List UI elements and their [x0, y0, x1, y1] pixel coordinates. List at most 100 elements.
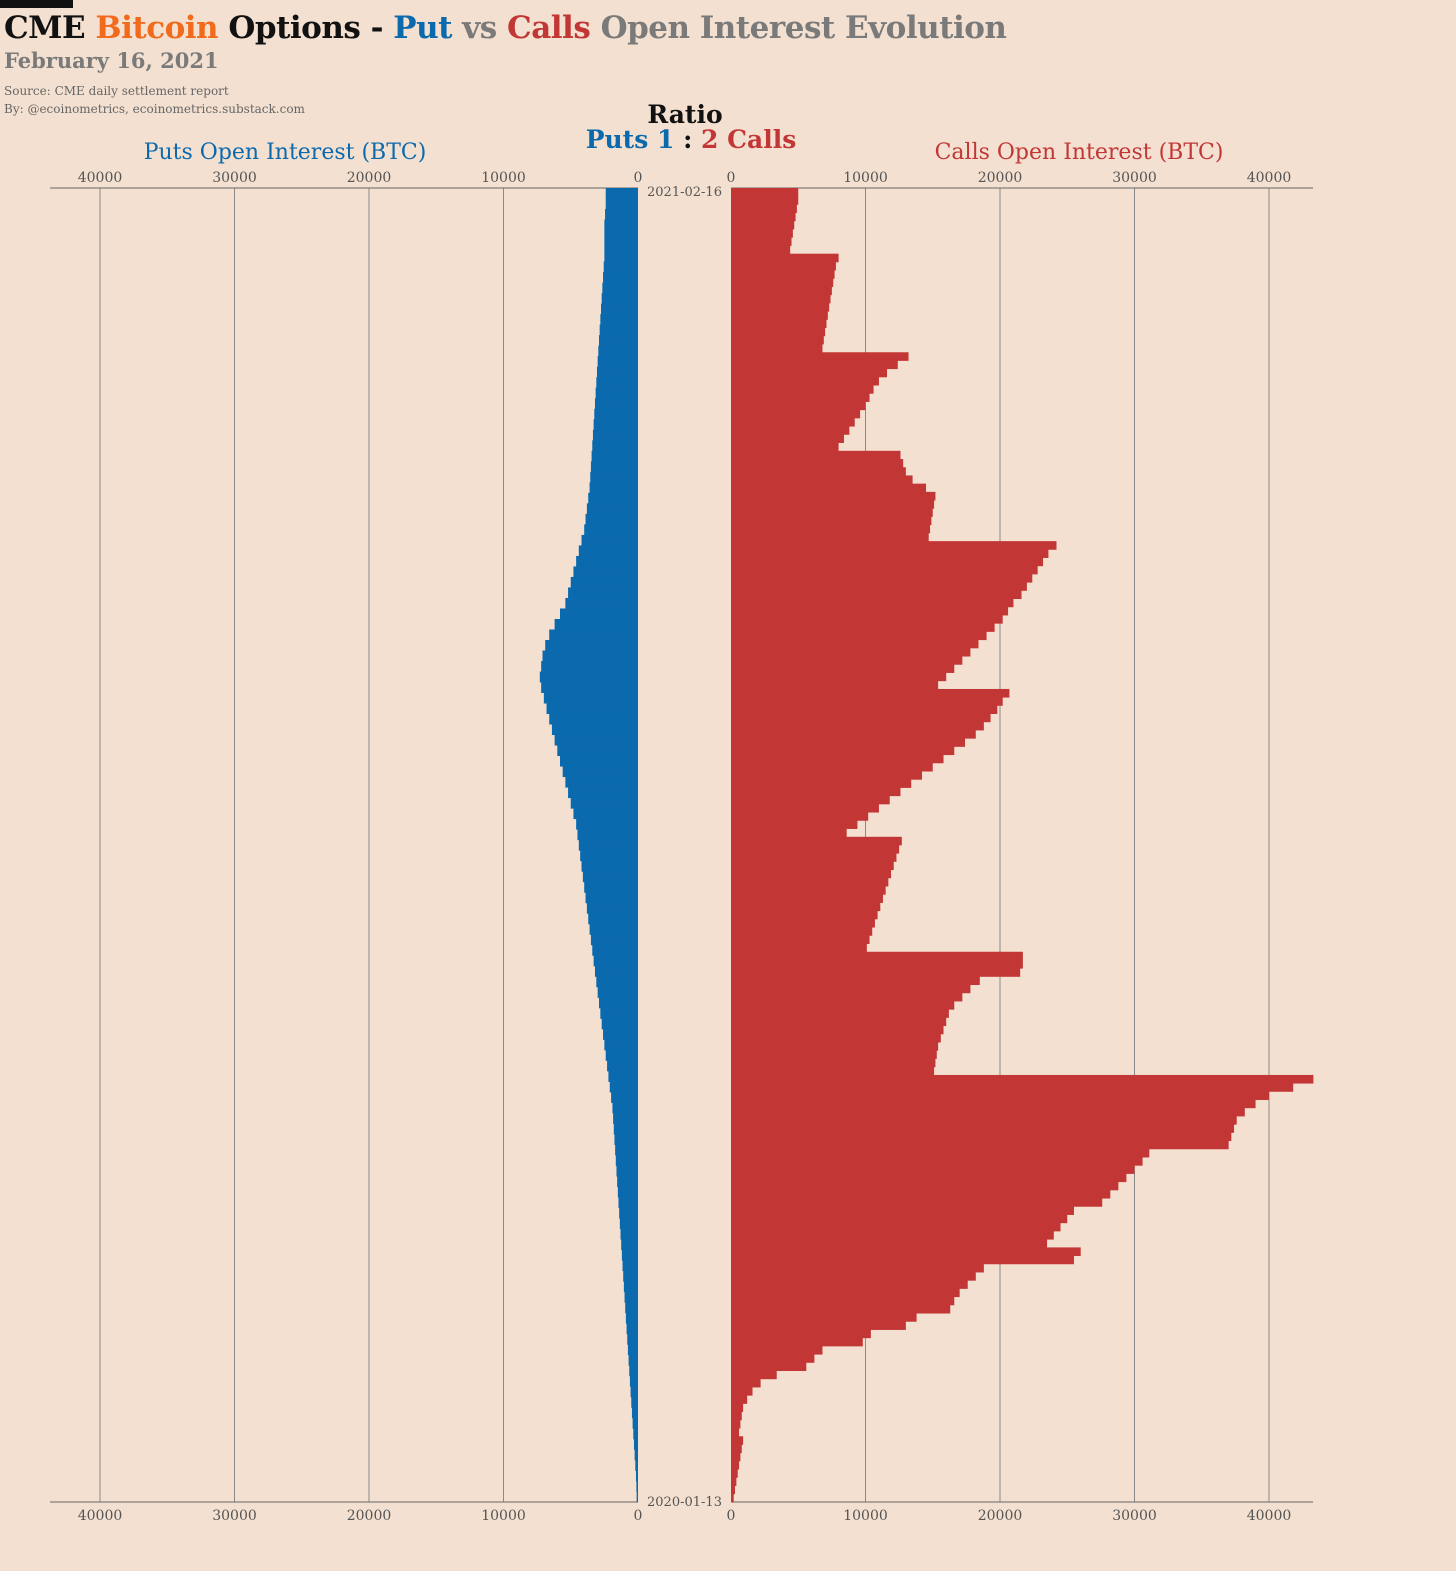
tick-label-calls-bottom: 30000 [1112, 1508, 1157, 1524]
puts-bar [622, 1260, 638, 1272]
calls-bar [731, 524, 931, 534]
calls-bar [731, 803, 879, 813]
puts-bar [584, 524, 638, 536]
puts-bar [577, 829, 638, 841]
puts-bar [549, 713, 638, 725]
puts-bar [593, 419, 638, 431]
tick-label-puts-bottom: 10000 [481, 1508, 526, 1524]
puts-axis-title: Puts Open Interest (BTC) [143, 140, 427, 165]
calls-bar [731, 721, 984, 731]
title-part-cme: CME [4, 10, 96, 46]
puts-bar [605, 188, 638, 199]
puts-bar [621, 1239, 638, 1251]
puts-bar [578, 545, 638, 557]
tick-label-puts-bottom: 40000 [78, 1508, 123, 1524]
puts-bar [625, 1302, 638, 1314]
calls-bar [731, 491, 936, 501]
puts-bar [592, 944, 638, 956]
calls-bar [731, 1345, 823, 1355]
calls-bar [731, 902, 881, 912]
puts-bar [589, 923, 638, 935]
puts-bar [596, 976, 638, 988]
puts-bar [542, 650, 638, 662]
puts-bar [617, 1186, 638, 1198]
puts-bar [609, 1081, 638, 1093]
puts-bar [541, 661, 638, 672]
calls-bar [731, 984, 971, 994]
calls-bar [731, 1313, 917, 1322]
puts-bar [578, 839, 638, 851]
calls-bar [731, 1222, 1061, 1232]
puts-bar [580, 850, 638, 862]
calls-bar [731, 467, 906, 476]
puts-bar [623, 1281, 638, 1293]
calls-bar [731, 557, 1044, 567]
calls-bar [731, 1198, 1103, 1207]
calls-bar [731, 1050, 937, 1059]
calls-bar [731, 762, 933, 772]
calls-bar [731, 459, 904, 468]
calls-bar [731, 352, 909, 361]
date-label-last: 2020-01-13 [647, 1495, 722, 1510]
calls-bar [731, 1403, 744, 1413]
calls-bar [731, 549, 1049, 558]
calls-bar [731, 820, 858, 829]
calls-bar [731, 1477, 737, 1486]
calls-bar [731, 1387, 753, 1396]
puts-bar [615, 1144, 638, 1156]
calls-bar [731, 1230, 1054, 1240]
tick-label-puts-top: 40000 [78, 170, 123, 186]
calls-bar [731, 417, 855, 427]
ratio-puts: Puts 1 [585, 125, 675, 154]
puts-bar [581, 534, 638, 546]
calls-bar [731, 672, 947, 682]
puts-bar [594, 965, 638, 977]
puts-bar [601, 303, 638, 315]
calls-bar [731, 943, 867, 953]
calls-bar [731, 656, 963, 665]
puts-bar [568, 587, 638, 599]
puts-bar [589, 482, 638, 494]
puts-bar [573, 808, 638, 820]
puts-bar [591, 450, 638, 462]
calls-bar [731, 598, 1014, 608]
calls-bar [731, 1042, 939, 1051]
puts-bar [605, 209, 638, 220]
puts-bar [599, 324, 638, 336]
calls-bar [731, 1017, 947, 1027]
puts-bar [620, 1228, 638, 1240]
calls-bar [731, 795, 890, 805]
puts-bar [585, 892, 638, 904]
puts-bar [624, 1291, 638, 1303]
puts-bar [594, 398, 638, 410]
calls-bar [731, 853, 897, 862]
calls-bar [731, 787, 901, 797]
calls-bar [731, 664, 955, 673]
puts-bar [629, 1365, 638, 1377]
puts-bar [604, 219, 638, 231]
calls-bar [731, 335, 824, 345]
puts-bar [598, 335, 638, 347]
puts-bar [541, 682, 638, 693]
puts-bar [570, 576, 638, 588]
calls-bar [731, 754, 944, 764]
puts-bar [559, 755, 638, 767]
puts-bar [562, 766, 638, 778]
puts-bar [588, 913, 638, 925]
calls-bar [731, 771, 922, 780]
date-label-first: 2021-02-16 [647, 185, 722, 200]
puts-bar [604, 240, 638, 252]
puts-bar [613, 1113, 638, 1124]
puts-bar [593, 955, 638, 967]
calls-bar [731, 188, 799, 197]
calls-bar [731, 697, 1003, 706]
calls-bar [731, 1337, 863, 1347]
calls-bar [731, 1140, 1229, 1150]
calls-bar [731, 1444, 742, 1454]
calls-bar [731, 631, 987, 641]
puts-bar [590, 934, 638, 946]
calls-bar [731, 1493, 734, 1503]
puts-bar [629, 1375, 638, 1387]
title-part-vs: vs [451, 10, 508, 46]
calls-bar [731, 270, 835, 279]
